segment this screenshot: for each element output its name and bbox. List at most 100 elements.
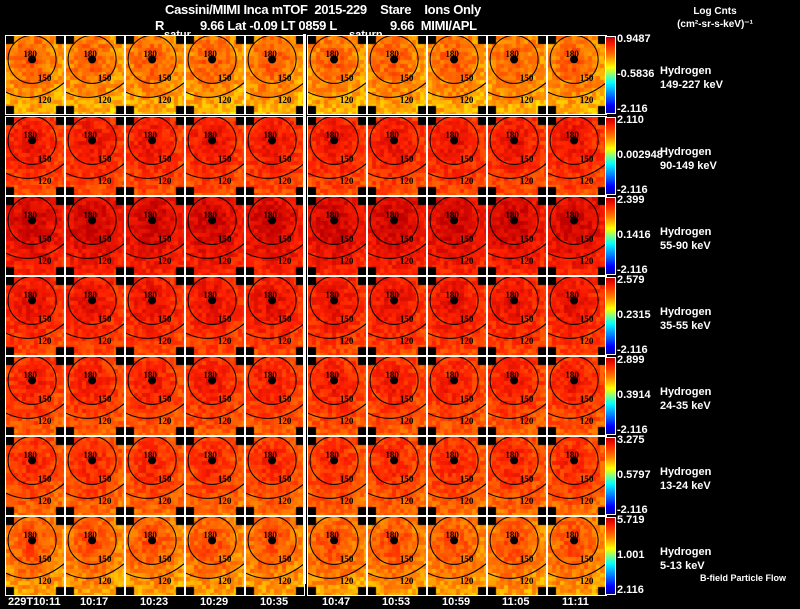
contour-150 bbox=[549, 357, 599, 405]
contour-120 bbox=[368, 563, 426, 579]
contour-label: 150 bbox=[218, 154, 232, 164]
contour-120 bbox=[308, 243, 366, 259]
contour-150 bbox=[187, 437, 237, 485]
pixel-map bbox=[368, 357, 426, 435]
colorbar bbox=[605, 36, 616, 114]
contour-label: 150 bbox=[38, 234, 52, 244]
contour-120 bbox=[488, 163, 546, 179]
colorbar-max-label: 2.899 bbox=[617, 354, 645, 366]
species-label: Hydrogen 24-35 keV bbox=[660, 385, 711, 413]
saturn-marker bbox=[330, 136, 339, 145]
contour-overlay: 180 150 120 bbox=[548, 197, 606, 266]
pixel-map bbox=[308, 517, 366, 595]
contour-label: 180 bbox=[445, 130, 459, 140]
contour-overlay: 180 150 120 bbox=[66, 437, 124, 506]
heatmap-panel: 180 150 120 bbox=[487, 516, 547, 596]
contour-150 bbox=[7, 277, 57, 325]
saturn-marker bbox=[148, 376, 157, 385]
pixel-map bbox=[428, 197, 486, 275]
contour-label: 150 bbox=[520, 73, 534, 83]
saturn-marker bbox=[268, 55, 277, 64]
heatmap-panel: 180 150 120 bbox=[367, 516, 427, 596]
contour-label: 150 bbox=[98, 73, 112, 83]
contour-120 bbox=[428, 403, 486, 419]
contour-150 bbox=[127, 437, 177, 485]
species-name: Hydrogen bbox=[660, 466, 712, 478]
contour-label: 150 bbox=[158, 314, 172, 324]
contour-150 bbox=[67, 117, 117, 165]
contour-overlay: 180 150 120 bbox=[488, 437, 546, 506]
pixel-map bbox=[246, 197, 304, 275]
saturn-marker bbox=[88, 136, 97, 145]
contour-120 bbox=[6, 243, 64, 259]
saturn-marker bbox=[88, 55, 97, 64]
energy-range: 35-55 keV bbox=[660, 320, 711, 332]
heatmap-panel: 180 150 120 bbox=[5, 116, 65, 196]
contour-120 bbox=[6, 563, 64, 579]
contour-150 bbox=[247, 36, 297, 84]
contour-150 bbox=[247, 197, 297, 245]
contour-150 bbox=[309, 197, 359, 245]
contour-150 bbox=[369, 197, 419, 245]
pixel-map bbox=[186, 277, 244, 355]
saturn-marker bbox=[570, 376, 579, 385]
contour-label: 150 bbox=[158, 394, 172, 404]
heatmap-panel: 180 150 120 bbox=[547, 35, 607, 115]
contour-150 bbox=[549, 517, 599, 565]
saturn-marker bbox=[450, 376, 459, 385]
contour-label: 150 bbox=[400, 314, 414, 324]
contour-label: 150 bbox=[278, 73, 292, 83]
contour-label: 120 bbox=[98, 176, 112, 186]
contour-150 bbox=[369, 117, 419, 165]
pixel-map bbox=[6, 357, 64, 435]
contour-150 bbox=[429, 36, 479, 84]
contour-overlay: 180 150 120 bbox=[368, 117, 426, 186]
contour-label: 180 bbox=[203, 49, 217, 59]
contour-label: 180 bbox=[83, 290, 97, 300]
contour-label: 120 bbox=[218, 256, 232, 266]
contour-120 bbox=[548, 483, 606, 499]
contour-label: 120 bbox=[580, 95, 594, 105]
contour-label: 120 bbox=[278, 496, 292, 506]
contour-overlay: 180 150 120 bbox=[126, 517, 184, 586]
contour-overlay: 180 150 120 bbox=[66, 197, 124, 266]
contour-overlay: 180 150 120 bbox=[428, 437, 486, 506]
contour-label: 150 bbox=[38, 314, 52, 324]
pixel-map bbox=[186, 117, 244, 195]
pixel-map bbox=[308, 197, 366, 275]
contour-label: 150 bbox=[520, 154, 534, 164]
contour-label: 150 bbox=[520, 474, 534, 484]
heatmap-panel: 180 150 120 bbox=[125, 356, 185, 436]
contour-label: 150 bbox=[38, 554, 52, 564]
contour-label: 120 bbox=[460, 256, 474, 266]
pixel-map bbox=[368, 437, 426, 515]
time-tick-label: 10:17 bbox=[80, 596, 109, 608]
heatmap-panel: 180 150 120 bbox=[367, 436, 427, 516]
heatmap-panel: 180 150 120 bbox=[427, 356, 487, 436]
contour-label: 150 bbox=[400, 234, 414, 244]
contour-overlay: 180 150 120 bbox=[6, 437, 64, 506]
contour-label: 120 bbox=[400, 256, 414, 266]
contour-label: 120 bbox=[38, 256, 52, 266]
contour-label: 150 bbox=[520, 234, 534, 244]
contour-120 bbox=[368, 483, 426, 499]
heatmap-panel: 180 150 120 bbox=[487, 196, 547, 276]
heatmap-panel: 180 150 120 bbox=[125, 436, 185, 516]
contour-120 bbox=[428, 323, 486, 339]
contour-label: 150 bbox=[460, 554, 474, 564]
heatmap-panel: 180 150 120 bbox=[245, 116, 305, 196]
contour-label: 120 bbox=[580, 576, 594, 586]
contour-label: 180 bbox=[385, 130, 399, 140]
species-name: Hydrogen bbox=[660, 65, 712, 77]
contour-label: 150 bbox=[340, 394, 354, 404]
contour-label: 120 bbox=[278, 176, 292, 186]
heatmap-panel: 180 150 120 bbox=[307, 35, 367, 115]
contour-120 bbox=[308, 563, 366, 579]
contour-120 bbox=[6, 323, 64, 339]
contour-overlay: 180 150 120 bbox=[308, 197, 366, 266]
heatmap-panel: 180 150 120 bbox=[307, 196, 367, 276]
contour-label: 150 bbox=[400, 154, 414, 164]
heatmap-panel: 180 150 120 bbox=[245, 276, 305, 356]
contour-overlay: 180 150 120 bbox=[186, 277, 244, 346]
heatmap-panel: 180 150 120 bbox=[427, 516, 487, 596]
